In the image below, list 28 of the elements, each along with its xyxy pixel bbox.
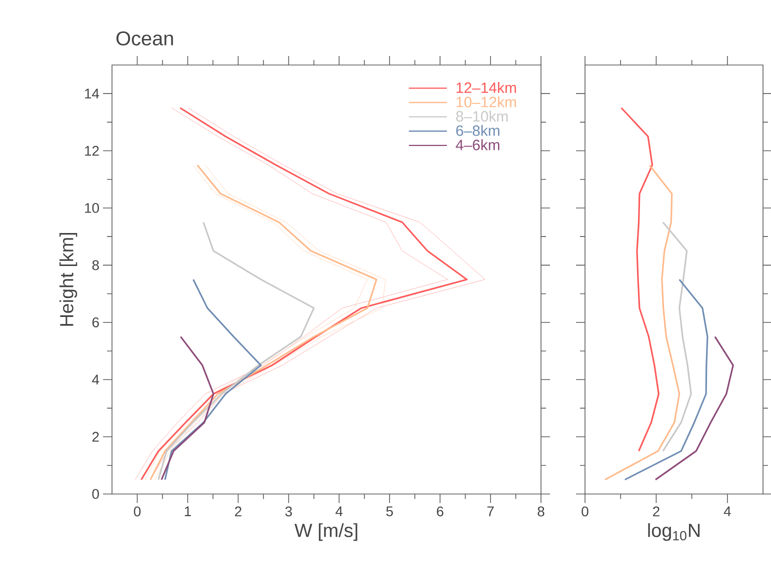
x-tick-label: 2 [653,506,660,516]
x-axis-title: log$_{10}$N [648,523,700,541]
y-axis-title: Height [km] [59,233,78,326]
x-tick-label: 6 [436,506,444,516]
y-tick-label: 10 [85,203,99,213]
x-tick-label: 8 [538,506,544,516]
y-tick-label: 2 [92,432,99,442]
chart-title: Ocean [116,31,173,46]
y-tick-label: 12 [85,146,99,156]
x-tick-label: 3 [285,506,292,516]
x-tick-label: 4 [336,506,343,516]
x-tick-label: 2 [235,506,242,516]
legend-label: 6–8km [456,124,500,136]
x-tick-label: 0 [134,506,141,516]
x-tick-label: 7 [487,506,494,516]
x-tick-label: 4 [724,506,731,516]
x-tick-label: 5 [386,506,393,516]
y-tick-label: 8 [92,260,99,270]
y-tick-label: 6 [92,317,99,328]
x-tick-label: 0 [582,506,588,516]
y-tick-label: 14 [85,88,100,98]
y-tick-label: 4 [92,374,100,384]
legend-label: 12–14km [456,82,516,93]
legend-label: 10–12km [456,96,516,108]
x-tick-label: 1 [184,506,191,516]
x-axis-title: W [m/s] [294,523,358,541]
legend-label: 4–6km [456,139,500,150]
y-tick-label: 0 [92,489,99,499]
